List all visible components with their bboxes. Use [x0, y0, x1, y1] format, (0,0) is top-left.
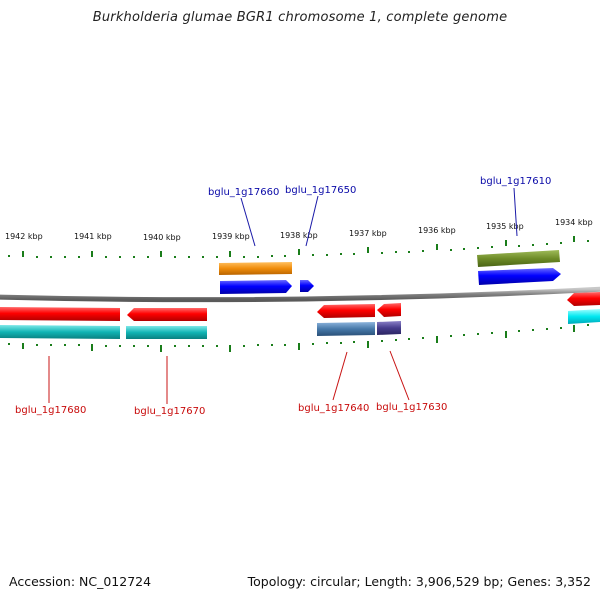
kbp-label-1941: 1941 kbp: [74, 232, 112, 241]
feature-cyan-edge[interactable]: [568, 309, 600, 324]
accession-text: Accession: NC_012724: [9, 574, 152, 589]
kbp-label-1940: 1940 kbp: [143, 233, 181, 242]
feature-purple-bglu_1g17630[interactable]: [377, 321, 401, 335]
kbp-scale-labels: 1942 kbp 1941 kbp 1940 kbp 1939 kbp 1938…: [5, 218, 593, 242]
cds-reverse-bglu_1g17680[interactable]: [0, 307, 120, 321]
label-leader-lines: [48, 187, 518, 404]
reverse-class-track: [0, 309, 600, 339]
gene-label-bglu_1g17670[interactable]: bglu_1g17670: [134, 406, 205, 417]
kbp-label-1936: 1936 kbp: [418, 226, 456, 235]
reverse-cds-track: [0, 292, 600, 321]
chromosome-backbone: [0, 286, 600, 303]
feature-olive-bglu_1g17610[interactable]: [477, 250, 560, 267]
gene-label-bglu_1g17630[interactable]: bglu_1g17630: [376, 402, 447, 413]
cds-reverse-edge[interactable]: [567, 292, 600, 306]
feature-steel-bglu_1g17640[interactable]: [317, 322, 375, 336]
kbp-label-1942: 1942 kbp: [5, 232, 43, 241]
gene-label-bglu_1g17660[interactable]: bglu_1g17660: [208, 187, 279, 198]
forward-class-track: [219, 250, 560, 275]
feature-cyan-bglu_1g17670[interactable]: [126, 326, 207, 339]
kbp-label-1937: 1937 kbp: [349, 229, 387, 238]
kbp-label-1939: 1939 kbp: [212, 232, 250, 241]
map-title: Burkholderia glumae BGR1 chromosome 1, c…: [92, 10, 508, 25]
gene-label-bglu_1g17610[interactable]: bglu_1g17610: [480, 176, 551, 187]
cds-reverse-bglu_1g17640[interactable]: [317, 304, 375, 318]
feature-cyan-bglu_1g17680[interactable]: [0, 325, 120, 339]
gene-label-bglu_1g17640[interactable]: bglu_1g17640: [298, 403, 369, 414]
kbp-label-1934: 1934 kbp: [555, 218, 593, 227]
feature-orange-bglu_1g17660[interactable]: [219, 262, 292, 275]
gene-label-bglu_1g17650[interactable]: bglu_1g17650: [285, 185, 356, 196]
gene-labels: bglu_1g17660 bglu_1g17650 bglu_1g17610 b…: [15, 176, 551, 417]
gene-label-bglu_1g17680[interactable]: bglu_1g17680: [15, 405, 86, 416]
cds-reverse-bglu_1g17630[interactable]: [377, 303, 401, 317]
kbp-label-1938: 1938 kbp: [280, 231, 318, 240]
inner-scale-track: [8, 324, 589, 352]
kbp-label-1935: 1935 kbp: [486, 222, 524, 231]
outer-scale-track: [8, 236, 589, 258]
topology-text: Topology: circular; Length: 3,906,529 bp…: [247, 574, 591, 589]
cds-forward-bglu_1g17610[interactable]: [478, 268, 561, 285]
cds-forward-bglu_1g17660[interactable]: [220, 280, 292, 294]
cds-forward-bglu_1g17650[interactable]: [300, 280, 314, 292]
cds-reverse-bglu_1g17670[interactable]: [127, 308, 207, 321]
forward-cds-track: [220, 268, 561, 294]
